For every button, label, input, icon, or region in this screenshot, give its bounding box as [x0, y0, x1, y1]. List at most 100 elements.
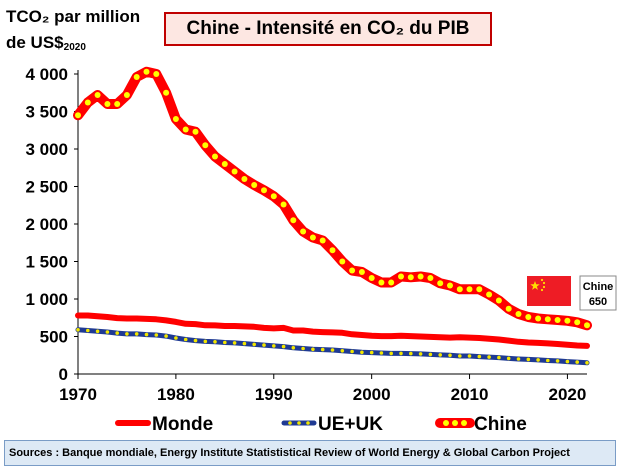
flag-small-star-icon	[542, 285, 546, 289]
chart-title: Chine - Intensité en CO₂ du PIB	[164, 12, 492, 46]
china-flag-annotation: Chine 650	[527, 275, 617, 311]
data-point	[223, 340, 227, 345]
data-point	[497, 355, 501, 360]
data-point	[183, 337, 188, 342]
data-point	[153, 71, 160, 77]
data-point	[467, 354, 472, 358]
annotation-box	[579, 275, 617, 311]
data-point	[272, 344, 276, 348]
data-point	[360, 350, 364, 355]
series-line	[73, 66, 592, 331]
data-point	[350, 349, 354, 354]
data-point	[458, 354, 462, 358]
data-point	[95, 329, 100, 334]
data-point	[213, 340, 217, 344]
y-axis-label-line1: TCO₂ par million	[6, 7, 141, 26]
x-tick-label: 1990	[255, 385, 293, 404]
data-point	[476, 286, 483, 293]
y-tick-label: 1 500	[25, 253, 68, 272]
flag-small-star-icon	[540, 278, 544, 282]
series-layer	[73, 66, 592, 366]
data-point	[437, 280, 444, 287]
legend-label: Monde	[152, 414, 213, 435]
legend: Monde UE+UK Chine	[115, 414, 527, 435]
data-point	[252, 342, 256, 347]
data-point	[418, 352, 423, 356]
data-point	[564, 317, 571, 324]
legend-swatch-dot	[306, 421, 310, 425]
series-line	[75, 312, 590, 349]
legend-swatch-dot	[461, 420, 467, 426]
data-point	[193, 338, 198, 343]
data-point	[495, 297, 502, 304]
data-point	[369, 350, 374, 355]
y-tick-label: 500	[40, 328, 68, 347]
flag-small-star-icon	[540, 288, 544, 292]
y-axis-label-unit: de US$	[6, 33, 64, 52]
data-point	[339, 258, 346, 265]
data-point	[329, 247, 336, 254]
y-tick-label: 1 000	[25, 290, 68, 309]
data-point	[281, 344, 286, 349]
data-point	[182, 126, 189, 133]
y-tick-label: 0	[59, 365, 68, 384]
data-point	[368, 275, 375, 281]
legend-swatch-dot	[297, 421, 301, 425]
y-tick-label: 3 000	[25, 140, 68, 159]
data-point	[330, 348, 335, 352]
data-point	[192, 128, 199, 135]
data-point	[447, 282, 453, 289]
legend-swatch-dot	[452, 420, 458, 426]
data-point	[154, 333, 159, 337]
data-point	[320, 347, 325, 352]
data-point	[574, 319, 581, 326]
data-point	[133, 74, 140, 80]
data-point	[427, 275, 434, 281]
data-point	[349, 267, 356, 274]
data-point	[477, 354, 482, 359]
data-point	[280, 201, 287, 208]
data-point	[241, 176, 248, 182]
x-tick-label: 1970	[59, 385, 97, 404]
data-point	[506, 356, 511, 361]
data-point	[536, 358, 540, 362]
data-point	[487, 355, 491, 359]
y-tick-label: 3 500	[25, 103, 68, 122]
chart-svg: 0 500 1 000 1 500 2 000 2 500 3 000 3 500 4 000 1…	[25, 65, 617, 435]
legend-label: Chine	[474, 414, 527, 435]
data-point	[123, 92, 130, 98]
data-point	[398, 273, 404, 280]
data-point	[448, 353, 452, 358]
data-point	[94, 92, 101, 98]
data-point	[164, 334, 168, 338]
data-point	[76, 328, 80, 332]
data-point	[300, 228, 307, 235]
data-point	[555, 359, 560, 363]
data-point	[212, 153, 218, 160]
data-point	[544, 316, 551, 323]
data-point	[174, 336, 178, 340]
data-point	[261, 187, 267, 194]
y-tick-label: 4 000	[25, 65, 68, 84]
data-point	[115, 331, 119, 335]
data-point	[125, 332, 129, 336]
axes: 0 500 1 000 1 500 2 000 2 500 3 000 3 500 4 000 1…	[25, 65, 587, 404]
data-point	[516, 357, 521, 361]
annotation-value: 650	[589, 296, 607, 308]
data-point	[290, 217, 297, 224]
x-tick-label: 2020	[549, 385, 587, 404]
flag-big-star-icon	[530, 281, 540, 290]
data-point	[231, 168, 238, 175]
data-point	[221, 161, 228, 167]
data-point	[379, 351, 384, 355]
data-point	[340, 349, 345, 353]
data-point	[75, 112, 81, 119]
data-point	[389, 351, 394, 356]
data-point	[144, 332, 149, 337]
data-point	[203, 339, 208, 344]
y-axis-label-line2: de US$2020	[6, 30, 140, 61]
data-point	[526, 357, 531, 362]
data-point	[291, 346, 296, 350]
data-point	[105, 330, 110, 334]
data-point	[104, 101, 111, 107]
